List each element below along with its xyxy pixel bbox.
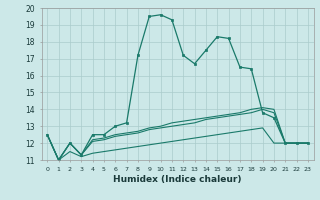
X-axis label: Humidex (Indice chaleur): Humidex (Indice chaleur)	[113, 175, 242, 184]
